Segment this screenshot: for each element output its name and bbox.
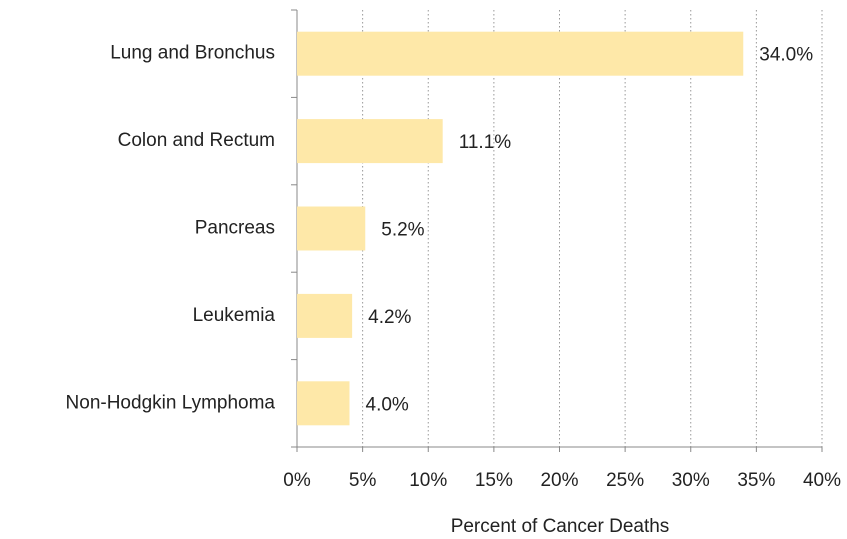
bar: [297, 206, 366, 251]
x-tick-label: 15%: [475, 470, 513, 491]
y-tick-label: Non-Hodgkin Lymphoma: [66, 392, 276, 413]
value-label: 4.2%: [368, 307, 411, 328]
value-label: 34.0%: [759, 45, 813, 66]
value-label: 4.0%: [366, 394, 409, 415]
x-tick-label: 5%: [349, 470, 377, 491]
bar: [297, 31, 744, 76]
bar: [297, 119, 443, 164]
value-label: 11.1%: [459, 132, 512, 153]
bar: [297, 381, 350, 426]
x-tick-label: 10%: [409, 470, 447, 491]
x-tick-label: 30%: [672, 470, 710, 491]
bar: [297, 293, 353, 338]
x-tick-label: 25%: [606, 470, 644, 491]
x-axis-label: Percent of Cancer Deaths: [451, 516, 670, 537]
y-tick-label: Lung and Bronchus: [110, 43, 275, 64]
y-tick-label: Leukemia: [193, 305, 276, 326]
y-tick-label: Pancreas: [195, 218, 275, 239]
x-tick-label: 40%: [803, 470, 841, 491]
x-tick-label: 20%: [540, 470, 578, 491]
x-tick-label: 35%: [737, 470, 775, 491]
value-label: 5.2%: [381, 220, 424, 241]
x-tick-label: 0%: [283, 470, 311, 491]
y-tick-label: Colon and Rectum: [118, 130, 275, 151]
